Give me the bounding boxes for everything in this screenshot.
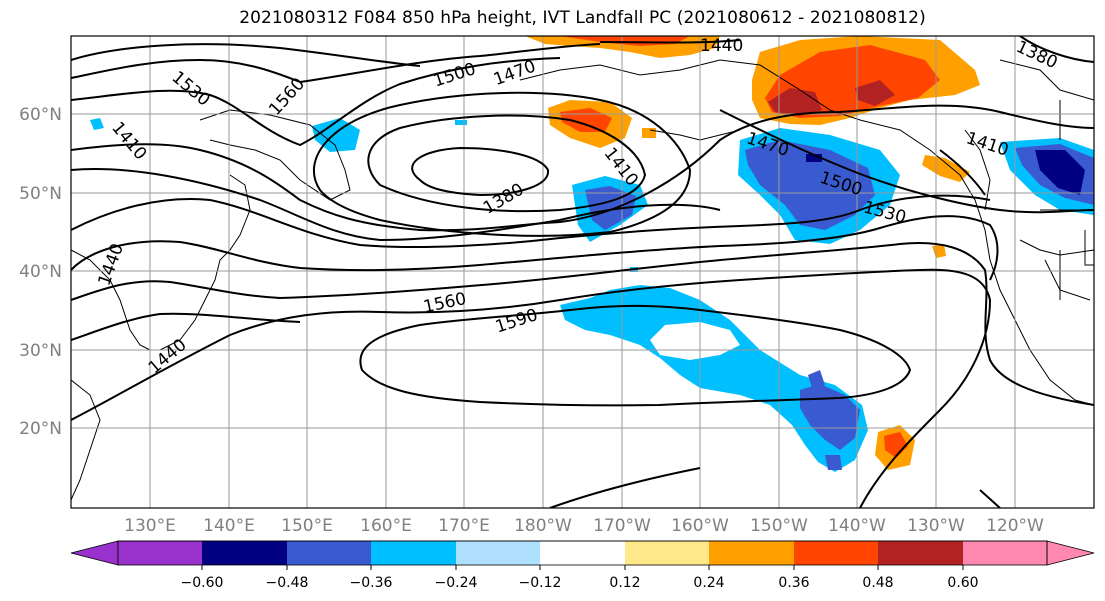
colorbar-tick-label: −0.60 xyxy=(181,575,224,591)
contour-label: 1440 xyxy=(700,36,743,56)
lat-label: 50°N xyxy=(19,184,62,204)
colorbar-segment xyxy=(287,541,371,565)
colorbar-segment xyxy=(794,541,878,565)
colorbar-segment xyxy=(625,541,709,565)
longitude-labels: 130°E 140°E 150°E 160°E 170°E 180°W 170°… xyxy=(124,516,1044,536)
colorbar-segment xyxy=(371,541,456,565)
colorbar-tick-label: 0.60 xyxy=(947,575,978,591)
ivt-fill-layer xyxy=(90,36,1094,472)
colorbar-tick-label: 0.48 xyxy=(862,575,893,591)
lat-label: 60°N xyxy=(19,105,62,125)
latitude-labels: 60°N 50°N 40°N 30°N 20°N xyxy=(19,105,62,439)
lon-label: 140°W xyxy=(828,516,886,536)
lon-label: 170°W xyxy=(593,516,651,536)
lat-label: 40°N xyxy=(19,262,62,282)
lon-label: 180°W xyxy=(514,516,572,536)
colorbar-segment xyxy=(202,541,287,565)
colorbar-under-extension xyxy=(70,540,119,566)
colorbar-frame xyxy=(117,540,1048,566)
lon-label: 150°W xyxy=(750,516,808,536)
lat-label: 20°N xyxy=(19,419,62,439)
lat-label: 30°N xyxy=(19,341,62,361)
colorbar-segment xyxy=(709,541,794,565)
colorbar-tick-label: −0.48 xyxy=(266,575,309,591)
colorbar-tick-label: −0.12 xyxy=(519,575,562,591)
colorbar-segment xyxy=(963,541,1047,565)
lon-label: 120°W xyxy=(986,516,1044,536)
colorbar-segment xyxy=(540,541,625,565)
colorbar-segment xyxy=(878,541,963,565)
lon-label: 160°E xyxy=(360,516,412,536)
colorbar-segment xyxy=(118,541,202,565)
graticule xyxy=(71,36,1094,508)
lon-label: 170°E xyxy=(438,516,490,536)
lon-label: 160°W xyxy=(671,516,729,536)
colorbar-tick-labels: −0.60 −0.48 −0.36 −0.24 −0.12 0.12 0.24 … xyxy=(181,575,979,591)
colorbar-ticks xyxy=(201,565,964,570)
colorbar-tick-label: −0.24 xyxy=(435,575,478,591)
map-title: 2021080312 F084 850 hPa height, IVT Land… xyxy=(239,8,926,28)
coastlines xyxy=(71,59,1094,501)
colorbar-tick-label: 0.12 xyxy=(609,575,640,591)
lon-label: 130°W xyxy=(907,516,965,536)
colorbar: −0.60 −0.48 −0.36 −0.24 −0.12 0.12 0.24 … xyxy=(70,540,1095,591)
height-contours xyxy=(71,36,1094,508)
lon-label: 130°E xyxy=(124,516,176,536)
colorbar-tick-label: −0.36 xyxy=(350,575,393,591)
colorbar-segment xyxy=(456,541,540,565)
lon-label: 150°E xyxy=(281,516,333,536)
colorbar-over-extension xyxy=(1046,540,1095,566)
map-frame xyxy=(70,35,1095,509)
lon-label: 140°E xyxy=(203,516,255,536)
colorbar-tick-label: 0.24 xyxy=(693,575,724,591)
colorbar-tick-label: 0.36 xyxy=(778,575,809,591)
